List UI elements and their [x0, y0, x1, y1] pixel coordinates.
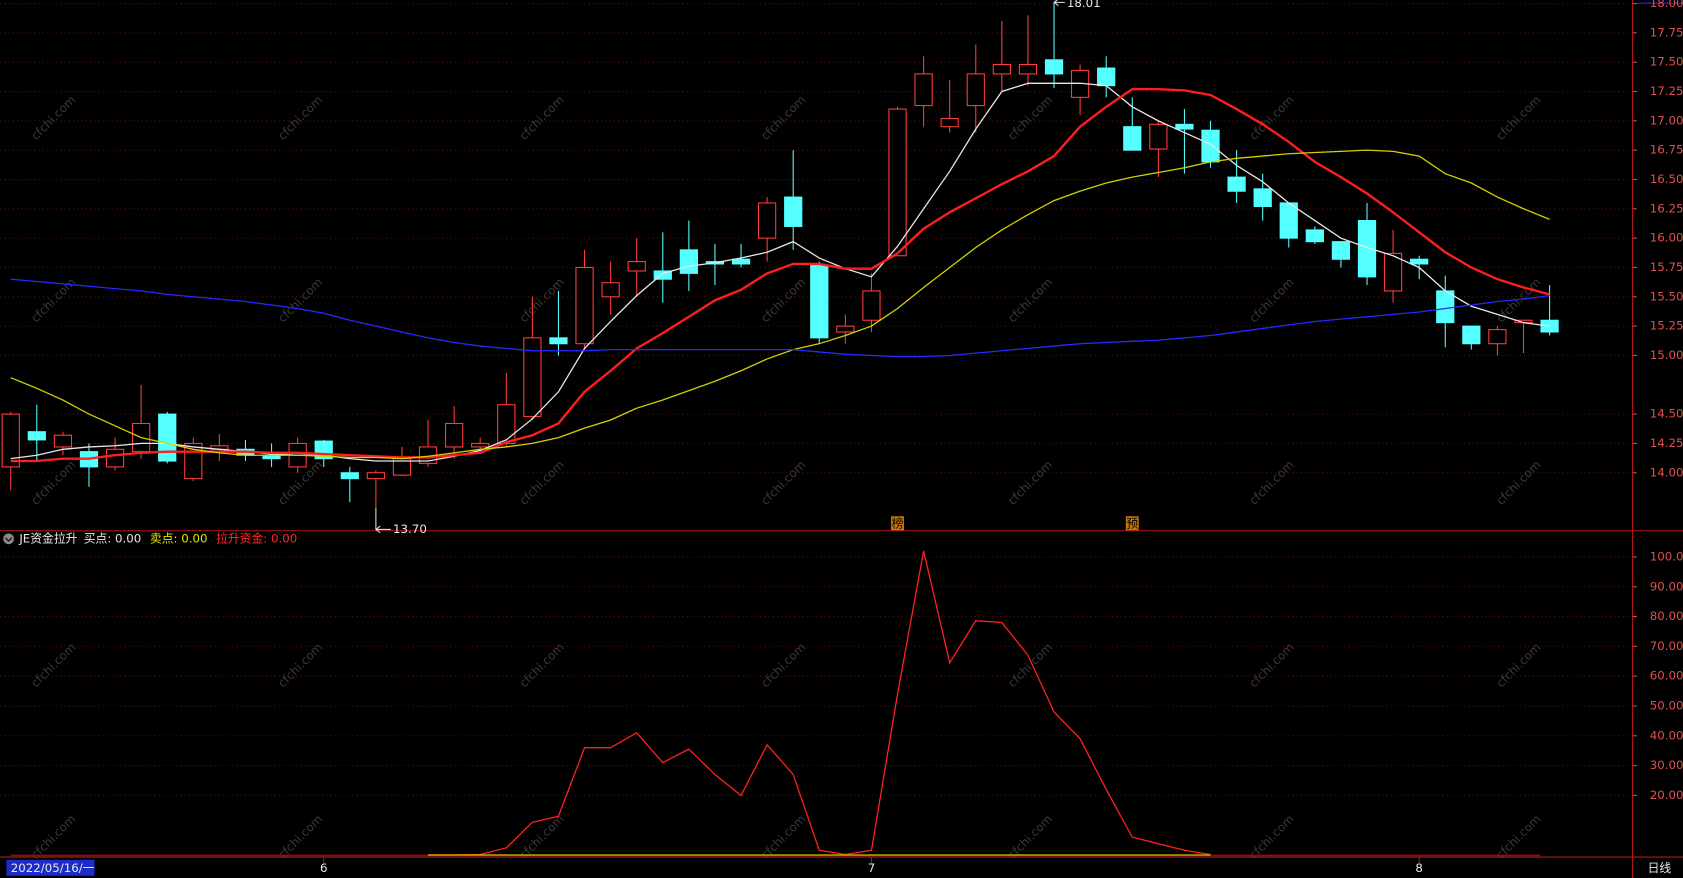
event-marker [891, 516, 904, 531]
candle-body [914, 73, 933, 107]
candle-body [1018, 63, 1038, 75]
candle-body [1488, 329, 1507, 345]
high-label: 18.01 [1067, 0, 1101, 10]
annotation-arrow [1053, 0, 1065, 6]
legend-icon-arrow [4, 537, 13, 542]
y-tick-label: 15.00 [1650, 348, 1683, 362]
y-tick-label: 14.50 [1650, 407, 1683, 421]
candle-body [158, 413, 177, 462]
y-tick-label: 18.00 [1650, 0, 1683, 10]
y-tick-label: 16.25 [1650, 201, 1683, 215]
candle-body [1436, 290, 1455, 324]
y-tick-label: 90.00 [1650, 579, 1683, 593]
candle-body [862, 290, 881, 321]
annotation-arrow [375, 507, 391, 534]
candle-body [445, 422, 464, 448]
low-label: 13.70 [393, 522, 427, 536]
candle-body [340, 472, 359, 480]
candle-body [627, 261, 646, 272]
candle-body [1097, 67, 1116, 87]
candle-body [1383, 252, 1403, 292]
y-tick-label: 16.50 [1650, 172, 1683, 186]
candle-body [27, 431, 46, 441]
candle-body [1540, 319, 1559, 333]
period-label[interactable]: 日线 [1648, 861, 1672, 875]
y-tick-label: 60.00 [1650, 669, 1683, 683]
y-tick-label: 70.00 [1650, 639, 1683, 653]
candle-body [784, 196, 803, 227]
line-series [428, 550, 1211, 856]
candle-body [1279, 202, 1298, 239]
candle-body [731, 258, 751, 265]
candle-body [1201, 129, 1220, 163]
x-tick-label: 6 [320, 861, 328, 875]
candle-body [366, 472, 386, 480]
y-tick-label: 20.00 [1650, 788, 1683, 802]
candle-body [549, 337, 568, 345]
candle-body [653, 270, 672, 280]
line-series [10, 278, 1550, 358]
event-marker-label: 榜 [892, 516, 904, 530]
candle-body [1044, 59, 1064, 75]
y-tick-label: 80.00 [1650, 609, 1683, 623]
y-tick-label: 30.00 [1650, 758, 1683, 772]
y-tick-label: 15.25 [1650, 319, 1683, 333]
candle-body [1331, 241, 1351, 260]
candle-body [471, 442, 490, 448]
y-tick-label: 14.00 [1650, 465, 1683, 479]
legend-icon[interactable] [3, 533, 14, 545]
candle-body [1, 413, 20, 468]
x-tick-label: 7 [868, 861, 876, 875]
y-tick-label: 50.00 [1650, 698, 1683, 712]
candle-body [105, 448, 125, 468]
y-tick-label: 17.75 [1650, 25, 1683, 39]
candle-body [1462, 325, 1481, 345]
legend-entry: 卖点: 0.00 [150, 531, 208, 545]
y-tick-label: 15.75 [1650, 260, 1683, 274]
x-tick-label: 2022/05/16/一 [11, 861, 95, 875]
candle-body [1253, 188, 1272, 208]
y-tick-label: 15.50 [1650, 289, 1683, 303]
candle-body [992, 63, 1011, 75]
y-tick-label: 100.00 [1650, 549, 1683, 563]
candle-body [523, 337, 542, 417]
candle-body [679, 249, 698, 274]
x-tick-label: 8 [1415, 861, 1423, 875]
legend-entry: 买点: 0.00 [84, 531, 142, 545]
event-marker-label: 预 [1126, 516, 1138, 530]
y-tick-label: 14.25 [1650, 436, 1683, 450]
candle-body [836, 325, 855, 333]
candle-body [1175, 123, 1194, 130]
candle-body [888, 108, 907, 257]
candle-body [1227, 176, 1246, 192]
candle-body [940, 117, 959, 128]
candle-body [810, 264, 829, 339]
candle-body [1410, 258, 1429, 265]
candle-body [53, 434, 73, 448]
date-box [6, 859, 95, 876]
y-tick-label: 17.50 [1650, 55, 1683, 69]
y-tick-label: 17.25 [1650, 84, 1683, 98]
candle-body [575, 266, 594, 345]
y-tick-label: 17.00 [1650, 113, 1683, 127]
candle-body [1305, 229, 1324, 243]
y-tick-label: 40.00 [1650, 728, 1683, 742]
candle-body [966, 73, 985, 107]
line-series [10, 88, 1550, 463]
candle-body [497, 404, 516, 444]
candle-body [601, 282, 620, 298]
indicator-title: JE资金拉升 [18, 531, 77, 545]
candle-body [1149, 123, 1168, 150]
candle-body [757, 202, 777, 239]
line-series [10, 149, 1550, 460]
y-tick-label: 16.00 [1650, 231, 1683, 245]
candle-body [1123, 126, 1142, 151]
event-marker [1125, 516, 1139, 531]
y-tick-label: 16.75 [1650, 143, 1683, 157]
candle-body [1357, 220, 1377, 278]
legend-entry: 拉升资金: 0.00 [216, 531, 297, 545]
